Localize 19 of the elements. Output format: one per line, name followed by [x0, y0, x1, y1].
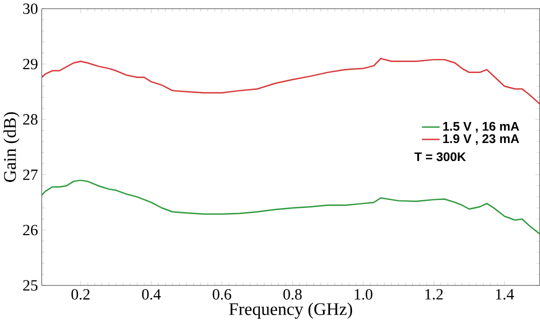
y-tick-label: 29	[23, 58, 38, 70]
line-series	[42, 179, 540, 235]
annotation: T = 300K	[414, 152, 466, 162]
y-tick-label: 28	[23, 114, 38, 125]
x-axis-title: Frequency (GHz)	[229, 302, 352, 319]
x-tick-label: 1.2	[425, 288, 443, 300]
legend-label: 1.5 V , 16 mA	[443, 122, 520, 132]
y-tick-label: 27	[23, 169, 38, 180]
legend-label: 1.9 V , 23 mA	[443, 134, 520, 145]
y-axis-title: Gain (dB)	[3, 112, 20, 182]
x-tick-label: 1.0	[354, 288, 372, 300]
x-tick-label: 0.4	[142, 288, 161, 300]
y-tick-label: 26	[23, 224, 38, 236]
x-tick-label: 0.8	[283, 288, 302, 300]
x-tick-label: 0.2	[71, 288, 90, 300]
x-tick-label: 0.6	[212, 288, 232, 300]
x-tick-label: 1.4	[496, 288, 514, 300]
y-tick-label: 25	[23, 280, 38, 291]
y-tick-label: 30	[23, 3, 38, 14]
